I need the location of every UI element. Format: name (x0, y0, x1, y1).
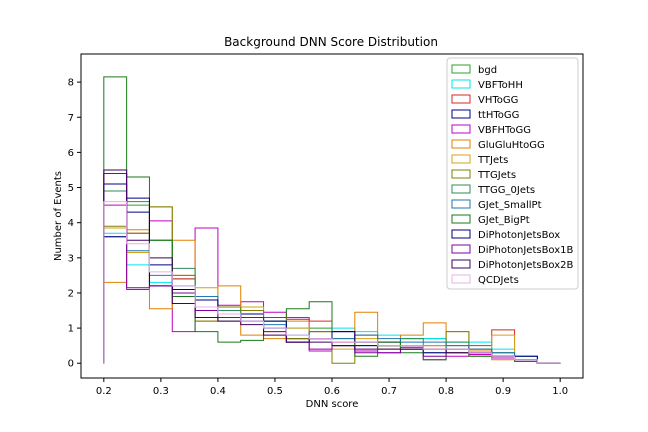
legend-label: TTGG_0Jets (477, 185, 535, 196)
legend-box (446, 57, 579, 290)
legend-label: QCDJets (478, 275, 519, 286)
legend-label: VBFToHH (478, 80, 523, 91)
legend-swatch (451, 154, 471, 164)
legend-swatch (451, 94, 471, 104)
legend-swatch (451, 199, 471, 209)
legend-swatch (451, 214, 471, 224)
legend-label: TTGJets (477, 170, 516, 181)
x-tick-label: 1.0 (552, 386, 568, 397)
plot-area (103, 76, 561, 364)
legend-swatch (451, 169, 471, 179)
legend-label: bgd (478, 65, 497, 76)
x-tick-label: 0.9 (495, 386, 511, 397)
x-tick-label: 0.7 (381, 386, 397, 397)
y-tick-label: 4 (68, 218, 74, 229)
legend-label: GJet_BigPt (478, 215, 530, 226)
legend-label: GJet_SmallPt (478, 200, 542, 211)
legend-label: GluGluHtoGG (478, 140, 545, 151)
y-tick-label: 7 (68, 113, 74, 124)
legend-label: DiPhotonJetsBox (478, 230, 560, 241)
legend-swatch (451, 124, 471, 134)
legend-swatch (451, 259, 471, 269)
legend-label: DiPhotonJetsBox2B (478, 260, 574, 271)
legend-label: DiPhotonJetsBox1B (478, 245, 574, 256)
legend-swatch (451, 229, 471, 239)
y-tick-label: 5 (68, 183, 74, 194)
y-tick-label: 3 (68, 253, 74, 264)
y-tick-label: 6 (68, 148, 74, 159)
y-tick-label: 2 (68, 288, 74, 299)
legend-label: TTJets (477, 155, 508, 166)
y-tick-label: 8 (68, 78, 74, 89)
y-tick-label: 0 (68, 359, 74, 370)
x-tick-label: 0.6 (324, 386, 340, 397)
legend: bgd VBFToHH VHToGG ttHToGG VBFHToGG GluGluHto… (446, 57, 579, 290)
x-axis: 0.2 0.3 0.4 0.5 0.6 0.7 0.8 0.9 1.0 (96, 378, 568, 397)
legend-label: VHToGG (478, 95, 518, 106)
legend-swatch (451, 79, 471, 89)
x-tick-label: 0.4 (210, 386, 226, 397)
x-tick-label: 0.3 (153, 386, 169, 397)
legend-label: ttHToGG (478, 110, 519, 121)
x-tick-label: 0.5 (267, 386, 283, 397)
legend-swatch (451, 139, 471, 149)
x-axis-label: DNN score (306, 399, 359, 410)
legend-swatch (451, 184, 471, 194)
x-tick-label: 0.8 (438, 386, 454, 397)
series-step-qcdjets (103, 201, 561, 364)
y-axis: 0 1 2 3 4 5 6 7 8 (68, 78, 81, 370)
legend-label: VBFHToGG (478, 125, 531, 136)
legend-swatch (451, 64, 471, 74)
y-tick-label: 1 (68, 324, 74, 335)
legend-swatch (451, 244, 471, 254)
y-axis-label: Number of Events (53, 171, 64, 261)
x-tick-label: 0.2 (96, 386, 112, 397)
legend-swatch (451, 274, 471, 284)
chart-title: Background DNN Score Distribution (224, 35, 438, 49)
legend-swatch (451, 109, 471, 119)
